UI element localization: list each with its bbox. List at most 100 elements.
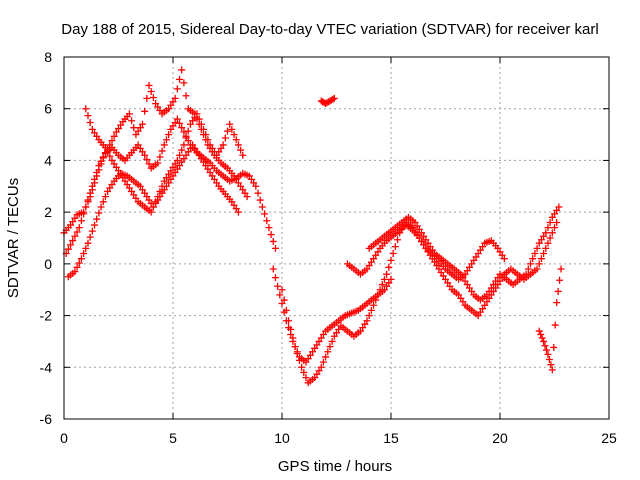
data-point-interp [551, 321, 559, 329]
data-point [82, 105, 90, 113]
data-point [154, 159, 162, 167]
data-point [298, 363, 306, 371]
data-point-interp [88, 227, 96, 235]
data-point-interp [101, 193, 109, 201]
data-point-interp [77, 217, 85, 225]
data-point-interp [71, 232, 79, 240]
y-axis-label: SDTVAR / TECUs [5, 178, 22, 298]
grid-lines [64, 57, 609, 419]
data-point-interp [149, 94, 157, 102]
data-point [200, 125, 208, 133]
data-point [82, 203, 90, 211]
data-point-interp [162, 136, 170, 144]
data-point-interp [365, 312, 373, 320]
data-point-interp [130, 124, 138, 132]
data-point-interp [73, 263, 81, 271]
series-track-9 [343, 221, 508, 283]
data-point-interp [67, 241, 75, 249]
data-point [389, 250, 397, 258]
data-point [69, 237, 77, 245]
data-point-interp [145, 160, 153, 168]
data-point-interp [182, 134, 190, 142]
y-tick-label: 2 [44, 204, 52, 220]
data-point [160, 141, 168, 149]
data-point-interp [554, 287, 562, 295]
series-track-5 [269, 265, 395, 366]
data-point-interp [237, 146, 245, 154]
data-point [269, 265, 277, 273]
data-point-interp [165, 131, 173, 139]
data-point [258, 203, 266, 211]
data-point-interp [173, 85, 181, 93]
data-point [383, 270, 391, 278]
data-point [75, 224, 83, 232]
series-track-2 [62, 115, 279, 258]
data-point [553, 299, 561, 307]
data-point-interp [542, 244, 550, 252]
data-point [540, 250, 548, 258]
data-series [60, 66, 565, 387]
data-point-interp [269, 237, 277, 245]
data-point [178, 66, 186, 74]
data-point-interp [86, 189, 94, 197]
data-point-interp [234, 141, 242, 149]
data-point-interp [541, 342, 549, 350]
data-point [84, 239, 92, 247]
data-point-interp [524, 265, 532, 273]
data-point-interp [271, 274, 279, 282]
data-point [88, 182, 96, 190]
x-tick-label: 20 [492, 430, 508, 446]
data-point-interp [156, 153, 164, 161]
data-point-interp [99, 198, 107, 206]
y-tick-label: 4 [44, 152, 52, 168]
data-point-interp [178, 146, 186, 154]
data-point-interp [108, 137, 116, 145]
data-point-interp [550, 343, 558, 351]
data-point [370, 301, 378, 309]
x-tick-label: 0 [60, 430, 68, 446]
data-point-interp [106, 152, 114, 160]
data-point [239, 151, 247, 159]
data-point [173, 156, 181, 164]
data-point [271, 244, 279, 252]
data-point-interp [391, 243, 399, 251]
data-point-interp [230, 131, 238, 139]
data-point-interp [378, 281, 386, 289]
data-point-interp [319, 358, 327, 366]
data-point [145, 81, 153, 89]
data-point [529, 255, 537, 263]
data-point-interp [287, 325, 295, 333]
data-point [77, 255, 85, 263]
y-tick-label: 8 [44, 49, 52, 65]
data-point [276, 291, 284, 299]
data-point [330, 94, 338, 102]
y-tick-label: 0 [44, 256, 52, 272]
data-point [500, 255, 508, 263]
data-point [91, 221, 99, 229]
data-point-interp [75, 259, 83, 267]
x-tick-labels: 0 5 10 15 20 25 [60, 430, 617, 446]
data-point-interp [84, 112, 92, 120]
data-point-interp [152, 198, 160, 206]
data-point [548, 366, 556, 374]
axis-ticks [63, 56, 610, 420]
data-point-interp [546, 218, 554, 226]
data-point [363, 317, 371, 325]
data-point [540, 337, 548, 345]
chart-title: Day 188 of 2015, Sidereal Day-to-day VTE… [61, 21, 598, 38]
data-point-interp [84, 196, 92, 204]
data-point-interp [91, 175, 99, 183]
data-point-interp [387, 256, 395, 264]
data-point [285, 317, 293, 325]
data-point-interp [300, 368, 308, 376]
data-point [180, 141, 188, 149]
y-tick-labels: -6 -4 -2 0 2 4 6 8 [40, 49, 53, 427]
data-point-interp [556, 276, 564, 284]
data-point-interp [545, 356, 553, 364]
data-point-interp [221, 134, 229, 142]
series-track-4 [82, 105, 247, 216]
data-point [546, 234, 554, 242]
data-point-interp [267, 231, 275, 239]
data-point-interp [197, 120, 205, 128]
data-point-interp [280, 296, 288, 304]
